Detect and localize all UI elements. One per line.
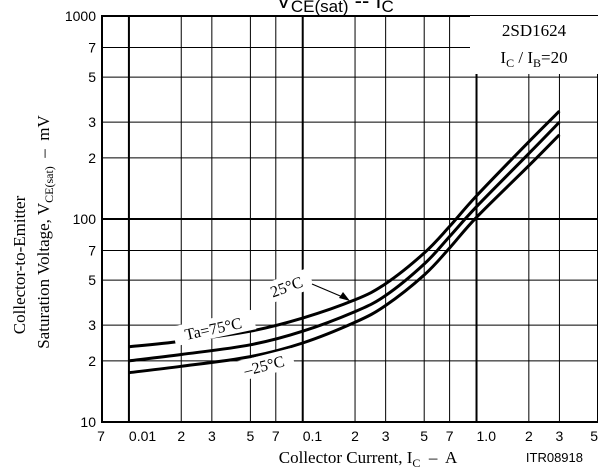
x-tick-label-12: 2 [525,428,533,444]
y-tick-labels: 10 2 3 5 7 100 2 3 5 7 1000 [65,8,96,430]
x-tick-label-11: 1.0 [477,428,497,444]
y-tick-label-5: 100 [73,211,97,227]
legend-box [470,16,598,74]
title-v-sub: CE(sat) [291,0,349,16]
cond-ib-sub: B [533,56,541,70]
x-tick-label-6: 0.1 [303,428,323,444]
device-label: 2SD1624 [502,21,567,40]
cond-eq: =20 [541,48,568,67]
y-axis-label-line1: Collector-to-Emitter [10,195,29,334]
xlabel-tail: – A [420,448,458,467]
annotation-75c: Ta=75°C [171,309,257,347]
cond-ic-sub: C [506,56,514,70]
y-tick-label-1: 2 [88,353,96,369]
x-tick-labels: 7 0.01 2 3 5 7 0.1 2 3 5 7 1.0 2 3 5 [97,428,598,444]
y-tick-label-6: 2 [88,150,96,166]
title-sep: -- [349,0,376,13]
x-tick-label-7: 2 [351,428,359,444]
x-tick-label-1: 0.01 [129,428,156,444]
annotation-25c: 25°C [258,268,315,306]
series-line-1 [128,121,561,363]
y-tick-label-9: 7 [88,39,96,55]
x-tick-label-9: 5 [420,428,428,444]
ylabel-tail: – mV [34,114,53,166]
y-tick-label-10: 1000 [65,8,96,24]
y-tick-label-2: 3 [88,317,96,333]
series-line-0 [128,110,561,349]
x-tick-label-0: 7 [97,428,105,444]
xlabel-sub: C [412,456,420,468]
annotation-25c-arrow-head [339,292,350,301]
x-tick-label-8: 3 [382,428,390,444]
chart-title: VCE(sat) -- IC [276,0,394,16]
x-tick-label-2: 2 [177,428,185,444]
x-tick-label-3: 3 [208,428,216,444]
title-i: I [375,0,381,13]
annotation-25c-arrow-line [311,283,346,299]
x-tick-label-14: 5 [590,428,598,444]
figure-id: ITR08918 [526,450,583,465]
x-tick-label-5: 7 [272,428,280,444]
grid [102,16,598,422]
y-tick-label-3: 5 [88,272,96,288]
cond-ic: I [500,48,506,67]
title-v: V [276,0,291,13]
cond-ib: I [527,48,533,67]
ylabel-main: Saturation Voltage, V [34,202,53,349]
y-tick-label-8: 5 [88,69,96,85]
y-tick-label-0: 10 [80,414,96,430]
x-axis-label: Collector Current, IC – A [279,448,458,468]
y-tick-label-7: 3 [88,114,96,130]
title-i-sub: C [382,0,394,16]
x-tick-label-13: 3 [556,428,564,444]
y-tick-label-4: 7 [88,242,96,258]
x-tick-label-10: 7 [446,428,454,444]
xlabel-main: Collector Current, I [279,448,413,467]
x-tick-label-4: 5 [247,428,255,444]
y-axis-label-line2: Saturation Voltage, VCE(sat) – mV [34,114,56,348]
ylabel-sub: CE(sat) [42,166,56,203]
series-line-2 [128,133,561,375]
plot-frame [101,15,598,423]
cond-slash: / [514,48,527,67]
condition-label: IC / IB=20 [500,48,567,70]
